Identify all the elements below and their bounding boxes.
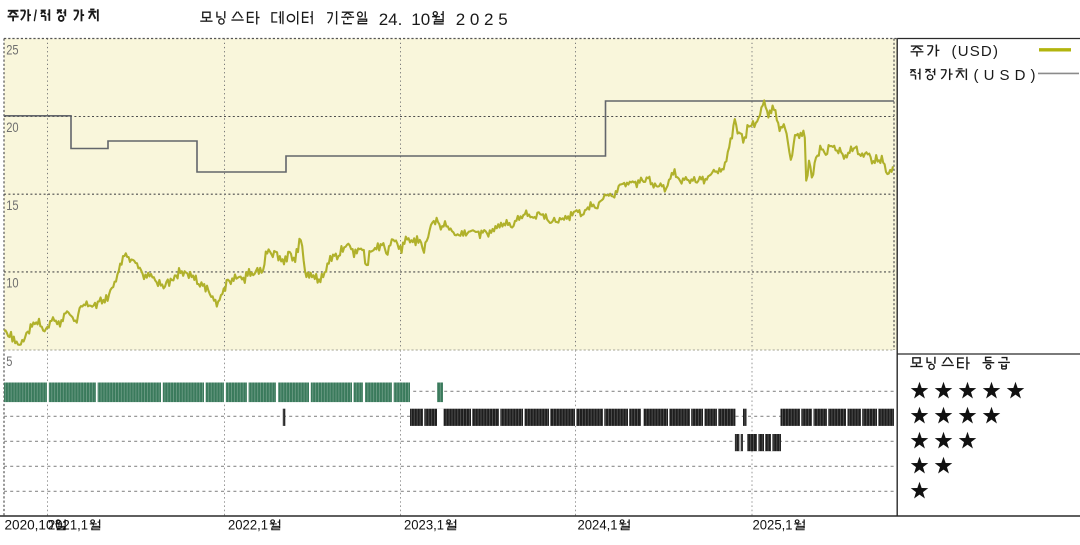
svg-text:25: 25 — [6, 42, 18, 57]
svg-text:10: 10 — [411, 10, 430, 29]
svg-text:2024,1: 2024,1 — [578, 517, 618, 533]
svg-text:2021,1: 2021,1 — [48, 517, 88, 533]
svg-text:2020,10: 2020,10 — [5, 517, 54, 533]
svg-text:20: 20 — [6, 120, 18, 135]
svg-text:(USD): (USD) — [974, 67, 1036, 84]
svg-text:24.: 24. — [379, 10, 403, 29]
svg-text:(USD): (USD) — [952, 43, 1000, 60]
svg-text:2023,1: 2023,1 — [404, 517, 444, 533]
svg-text:10: 10 — [6, 276, 18, 291]
svg-text:5: 5 — [6, 354, 12, 369]
svg-text:2022,1: 2022,1 — [228, 517, 268, 533]
svg-text:2025,1: 2025,1 — [753, 517, 793, 533]
svg-text:15: 15 — [6, 198, 18, 213]
